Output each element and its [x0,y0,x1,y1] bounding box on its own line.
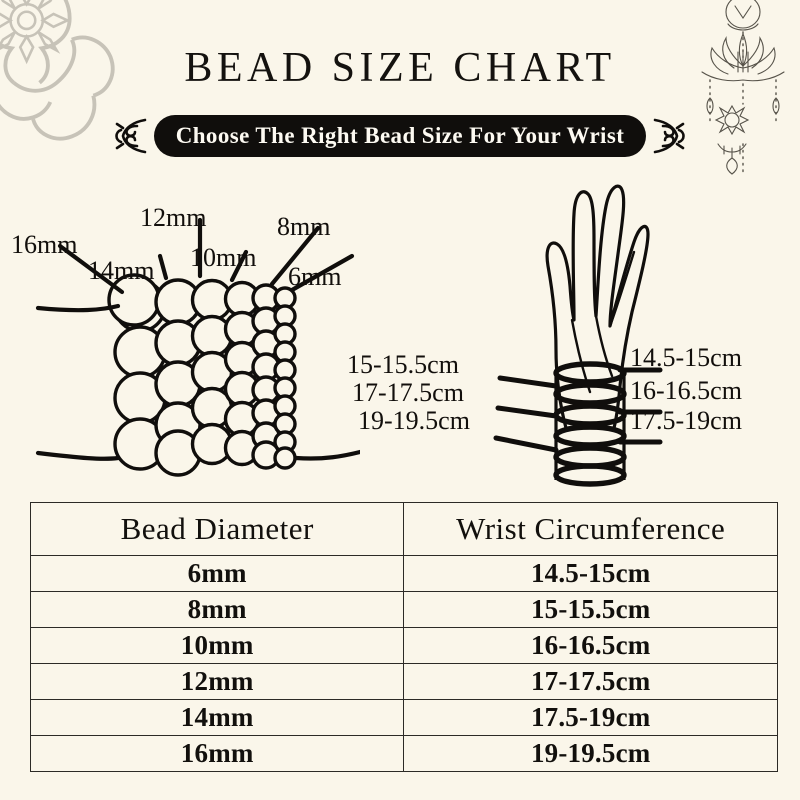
cell-wrist-circumference: 16-16.5cm [403,627,778,664]
bead-cluster-diagram [35,217,360,477]
page-title: BEAD SIZE CHART [184,45,616,91]
wrist-label-15-15-5: 15-15.5cm [347,350,459,379]
bead-size-table: Bead Diameter Wrist Circumference 6mm 14… [29,502,778,772]
wrist-label-19-19-5: 19-19.5cm [358,406,470,435]
column-header-wrist-circumference: Wrist Circumference [403,502,778,556]
ornamental-flourish-icon [114,118,147,154]
table-header-row: Bead Diameter Wrist Circumference [29,502,778,556]
cell-bead-diameter: 16mm [29,735,405,772]
bead-label-12mm: 12mm [140,203,207,232]
bead-label-10mm: 10mm [190,243,257,272]
table-row: 14mm 17.5-19cm [29,699,778,736]
cell-bead-diameter: 6mm [29,555,405,592]
bead-label-14mm: 14mm [88,256,155,285]
cell-wrist-circumference: 14.5-15cm [403,555,778,592]
cell-bead-diameter: 8mm [29,591,405,628]
bead-label-16mm: 16mm [11,230,78,259]
cell-bead-diameter: 14mm [29,699,405,736]
bead-label-6mm: 6mm [288,262,342,291]
wrist-label-17-17-5: 17-17.5cm [352,378,464,407]
bead-label-8mm: 8mm [277,212,331,241]
table-row: 12mm 17-17.5cm [29,663,778,700]
cell-wrist-circumference: 19-19.5cm [403,735,778,772]
subtitle-banner-row: Choose The Right Bead Size For Your Wris… [0,112,800,160]
table-row: 6mm 14.5-15cm [29,555,778,592]
cell-wrist-circumference: 17.5-19cm [403,699,778,736]
cell-bead-diameter: 12mm [29,663,405,700]
table-row: 8mm 15-15.5cm [29,591,778,628]
cell-wrist-circumference: 15-15.5cm [403,591,778,628]
ornamental-flourish-icon [653,118,686,154]
table-row: 10mm 16-16.5cm [29,627,778,664]
wrist-label-17-5-19: 17.5-19cm [630,406,742,435]
column-header-bead-diameter: Bead Diameter [29,502,405,556]
cell-wrist-circumference: 17-17.5cm [403,663,778,700]
diagram-area: 16mm 14mm 12mm 10mm 8mm 6mm [0,170,800,500]
hand-wrist-bracelet-diagram [493,184,663,487]
table-row: 16mm 19-19.5cm [29,735,778,772]
wrist-label-16-16-5: 16-16.5cm [630,376,742,405]
subtitle-banner: Choose The Right Bead Size For Your Wris… [153,115,647,157]
cell-bead-diameter: 10mm [29,627,405,664]
wrist-label-14-5-15: 14.5-15cm [630,343,742,372]
